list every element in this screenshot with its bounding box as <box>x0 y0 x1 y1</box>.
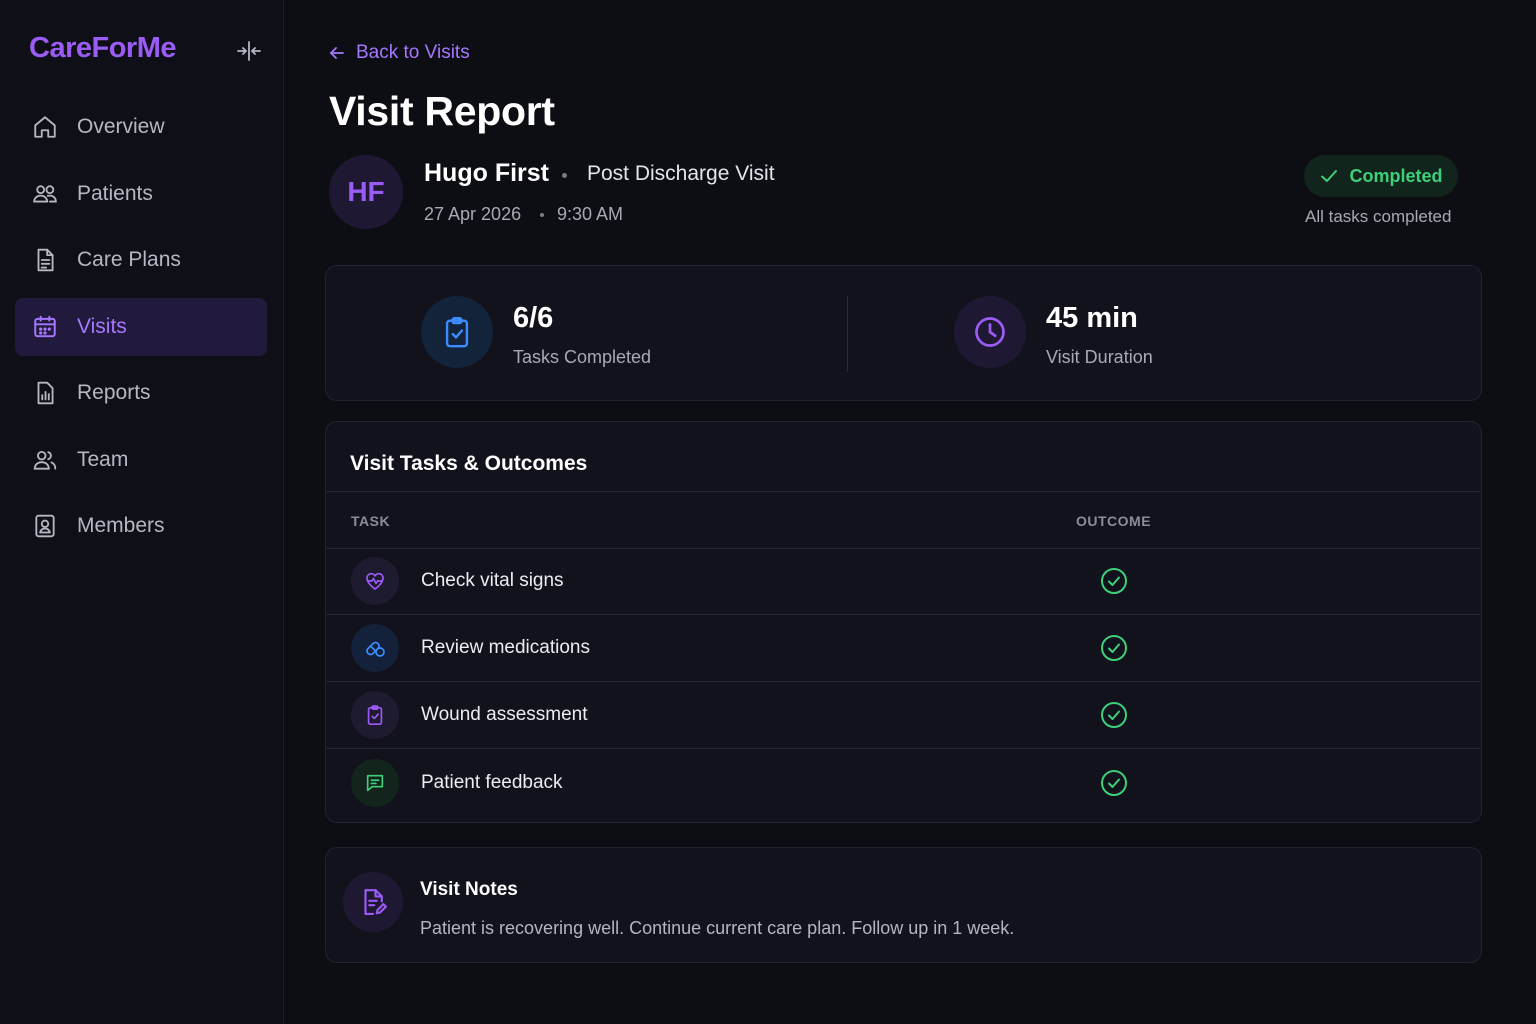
outcome-check-icon <box>1101 568 1127 594</box>
sidebar-item-label: Overview <box>77 115 165 138</box>
visit-notes-card: Visit Notes Patient is recovering well. … <box>325 847 1482 963</box>
sidebar-item-visits[interactable]: Visits <box>15 297 267 356</box>
task-row[interactable]: Check vital signs <box>326 548 1481 615</box>
task-row[interactable]: Review medications <box>326 615 1481 682</box>
outcome-check-icon <box>1101 770 1127 796</box>
patient-name[interactable]: Hugo First <box>424 159 549 187</box>
page-title: Visit Report <box>329 88 555 134</box>
sidebar-item-label: Team <box>77 447 129 471</box>
clipboard-check-icon <box>445 317 469 348</box>
collapse-sidebar-button[interactable] <box>234 38 264 64</box>
status-badge: Completed <box>1304 155 1458 197</box>
separator-dot <box>540 213 544 217</box>
sidebar-nav: Overview Patients Care Plans Visits Repo… <box>15 98 267 564</box>
bar-chart-icon <box>32 380 58 406</box>
back-to-visits-link[interactable]: Back to Visits <box>328 42 470 64</box>
divider <box>326 548 1481 549</box>
tasks-completed-value: 6/6 <box>513 302 554 334</box>
note-edit-icon <box>343 872 403 932</box>
sidebar-item-label: Visits <box>77 314 127 338</box>
sidebar-item-care-plans[interactable]: Care Plans <box>15 231 267 289</box>
visit-time: 9:30 AM <box>557 204 624 224</box>
task-name: Review medications <box>421 637 590 658</box>
arrow-left-icon <box>330 47 344 59</box>
column-header-outcome: OUTCOME <box>1076 513 1152 529</box>
tasks-section-title: Visit Tasks & Outcomes <box>350 452 588 475</box>
notes-text: Patient is recovering well. Continue cur… <box>420 918 1015 938</box>
task-row[interactable]: Patient feedback <box>326 750 1481 817</box>
divider <box>326 681 1481 682</box>
visit-duration-label: Visit Duration <box>1046 347 1153 367</box>
clock-icon <box>975 317 1005 347</box>
tasks-completed-label: Tasks Completed <box>513 347 652 367</box>
member-badge-icon <box>32 513 58 539</box>
visit-type: Post Discharge Visit <box>587 162 775 185</box>
heartbeat-icon <box>351 557 399 605</box>
sidebar-item-label: Reports <box>77 381 151 404</box>
back-link-label: Back to Visits <box>356 42 470 63</box>
sidebar-item-patients[interactable]: Patients <box>15 165 267 223</box>
separator-dot <box>562 173 567 178</box>
task-name: Check vital signs <box>421 570 564 591</box>
check-icon <box>1321 170 1338 182</box>
divider <box>326 614 1481 615</box>
sidebar-item-label: Members <box>77 514 165 537</box>
sidebar-item-team[interactable]: Team <box>15 431 267 489</box>
outcome-check-icon <box>1101 702 1127 728</box>
visit-duration-value: 45 min <box>1046 302 1138 334</box>
divider <box>326 748 1481 749</box>
visit-date: 27 Apr 2026 <box>424 204 522 224</box>
task-name: Patient feedback <box>421 772 563 793</box>
sidebar-item-members[interactable]: Members <box>15 497 267 555</box>
collapse-icon <box>237 41 261 61</box>
sidebar-item-reports[interactable]: Reports <box>15 364 267 422</box>
visit-tasks-card: Visit Tasks & Outcomes TASK OUTCOME Chec… <box>325 421 1482 823</box>
stats-divider <box>847 296 848 372</box>
team-icon <box>32 447 58 473</box>
sidebar-item-label: Care Plans <box>77 248 181 271</box>
patient-avatar: HF <box>329 155 403 229</box>
pill-icon <box>351 624 399 672</box>
users-icon <box>32 181 58 207</box>
column-header-task: TASK <box>351 513 391 529</box>
main-content: Back to Visits Visit Report HF Hugo Firs… <box>285 0 1536 1024</box>
clipboard-check-icon <box>351 691 399 739</box>
outcome-check-icon <box>1101 635 1127 661</box>
sidebar: CareForMe Overview Patients Care Plans <box>0 0 284 1024</box>
status-label: Completed <box>1349 165 1443 186</box>
chat-icon <box>351 759 399 807</box>
task-name: Wound assessment <box>421 704 588 725</box>
sidebar-item-overview[interactable]: Overview <box>15 98 267 156</box>
notes-title: Visit Notes <box>420 879 518 900</box>
calendar-icon <box>32 314 58 340</box>
home-icon <box>32 114 58 140</box>
sidebar-item-label: Patients <box>77 181 153 205</box>
status-subtext: All tasks completed <box>1305 207 1452 226</box>
duration-stat-icon-wrap <box>954 296 1026 368</box>
document-icon <box>32 247 58 273</box>
brand-logo[interactable]: CareForMe <box>29 32 177 64</box>
tasks-stat-icon-wrap <box>421 296 493 368</box>
visit-stats-card: 6/6 Tasks Completed 45 min Visit Duratio… <box>325 265 1482 401</box>
task-row[interactable]: Wound assessment <box>326 682 1481 749</box>
divider <box>326 491 1481 492</box>
